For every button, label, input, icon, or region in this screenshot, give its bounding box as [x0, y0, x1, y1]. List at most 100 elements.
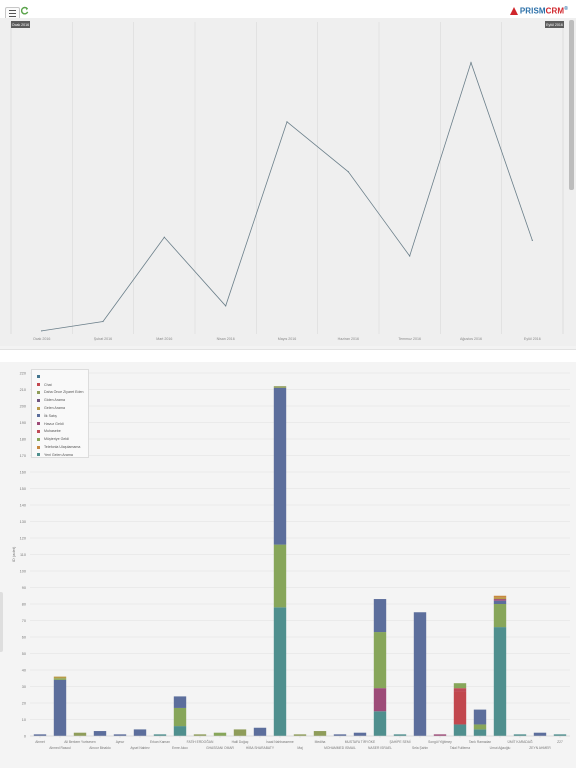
x-tick-label: Tarık Ramadan	[469, 740, 492, 744]
refresh-icon[interactable]	[20, 6, 29, 15]
x-tick-label: Ağustos 2016	[460, 337, 482, 341]
bar-segment	[493, 597, 507, 600]
legend-item[interactable]: Telefonla Ulaşılamama	[32, 443, 88, 451]
brand-suffix: CRM	[545, 6, 565, 16]
x-tick-label: Ali Berkem Yurtseven	[64, 740, 96, 744]
bar-segment	[273, 386, 287, 388]
bar-segment	[173, 707, 187, 727]
range-end-label: Eylül 2016	[545, 21, 564, 28]
y-tick-label: 210	[20, 388, 26, 392]
y-tick-label: 190	[20, 421, 26, 425]
bar-segment	[293, 734, 307, 736]
bar-segment	[413, 612, 427, 736]
bar-segment	[473, 724, 487, 730]
bar-segment	[533, 732, 547, 736]
x-tick-label: Emre Akıcı	[172, 746, 188, 750]
y-tick-label: 170	[20, 454, 26, 458]
chart-legend: Chat Daha Önce Ziyaret Eden Giden Arama Gel…	[31, 369, 89, 458]
bar-segment	[433, 734, 447, 736]
legend-item[interactable]: İlk Satış	[32, 412, 88, 420]
line-series	[41, 61, 533, 332]
x-tick-label: Haziran 2016	[338, 337, 359, 341]
bar-chart-panel: 0 10 20 30 40 50 60 70 80 90 100 110 120 130 140 150 160…	[0, 362, 576, 768]
line-point	[102, 320, 104, 323]
bar-segment	[553, 734, 567, 736]
brand-mark: ®	[564, 6, 568, 13]
legend-item[interactable]	[32, 373, 88, 381]
legend-label: Müşteriye Geldi	[44, 437, 69, 442]
legend-item[interactable]: Daha Önce Ziyaret Eden	[32, 389, 88, 397]
legend-swatch	[37, 437, 40, 441]
x-tick-label: ŞAHİPE SEMİ	[389, 739, 410, 744]
y-tick-label: 140	[20, 503, 26, 507]
x-tick-label: MOHAMMED ISMAIL	[324, 746, 356, 750]
x-tick-label: Aynur	[116, 740, 125, 744]
legend-label: Yeni Gelen Arama	[44, 452, 73, 457]
bar-segment	[353, 732, 367, 736]
legend-item[interactable]: Yeni Gelen Arama	[32, 451, 88, 459]
y-tick-label: 0	[24, 734, 26, 738]
x-tick-label: ZEYN AHMER	[529, 746, 551, 750]
bar-segment	[493, 599, 507, 601]
legend-item[interactable]: Giden Arama	[32, 396, 88, 404]
y-tick-label: 40	[22, 668, 26, 672]
logo-mark-icon	[509, 7, 518, 15]
x-tick-label: Temmuz 2016	[398, 337, 421, 341]
bar-segment	[373, 599, 387, 633]
bar-segment	[493, 600, 507, 604]
y-tick-label: 150	[20, 487, 26, 491]
x-tick-label: MUSTAFA TİRYÖKE	[345, 739, 376, 744]
y-tick-label: 50	[22, 652, 26, 656]
bar-segment	[333, 734, 347, 736]
y-tick-label: 30	[22, 685, 26, 689]
x-tick-label: Sela Şahin	[412, 746, 428, 750]
y-tick-label: 200	[20, 404, 26, 408]
x-tick-label: Mayıs 2016	[278, 337, 297, 341]
line-point	[286, 121, 288, 123]
legend-label: Havuz Geldi	[44, 421, 64, 426]
y-tick-label: 180	[20, 437, 26, 441]
x-tick-label: Alnoor Binaldo	[89, 746, 111, 750]
x-tick-label: Ahmed Rasoul	[49, 746, 71, 750]
x-tick-label: FATİH ERDOĞAN	[187, 739, 214, 744]
range-start-label-bg	[11, 21, 30, 28]
legend-item[interactable]: Muhasebe	[32, 428, 88, 436]
x-tick-label: Talal Fulllema	[450, 746, 470, 750]
legend-swatch	[37, 422, 40, 426]
range-end-label-text: Eylül 2016	[546, 23, 563, 27]
side-tab[interactable]	[0, 592, 3, 652]
bar-segment	[193, 734, 207, 736]
legend-swatch	[37, 445, 40, 449]
scrollbar[interactable]	[569, 20, 574, 190]
y-tick-label: 160	[20, 470, 26, 474]
legend-swatch	[37, 414, 40, 418]
legend-item[interactable]: Müşteriye Geldi	[32, 435, 88, 443]
x-tick-label: Z27	[557, 740, 563, 744]
legend-item[interactable]: Chat	[32, 381, 88, 389]
bar-segment	[73, 732, 87, 736]
bar-segment	[373, 632, 387, 689]
x-tick-label: Songül Yiğitmey	[428, 740, 452, 744]
x-tick-label: Mart 2016	[156, 337, 172, 341]
bar-segment	[153, 734, 167, 736]
line-chart: Ocak 2016 Şubat 2016 Mart 2016 Nisan 2016 Ma…	[10, 21, 564, 341]
bar-segment	[393, 734, 407, 736]
bar-segment	[453, 683, 467, 689]
line-point	[347, 171, 349, 173]
bar-segment	[453, 691, 467, 725]
bar-segment	[453, 724, 467, 736]
bar-segment	[453, 688, 467, 692]
bar-segment	[273, 544, 287, 608]
x-tick-label: Erkan Kaman	[150, 740, 170, 744]
y-tick-label: 130	[20, 520, 26, 524]
x-tick-label: Ocak 2016	[33, 337, 50, 341]
bar-segment	[53, 678, 67, 680]
prismcrm-logo[interactable]: PRISMCRM®	[509, 5, 568, 17]
y-tick-label: 110	[20, 553, 26, 557]
bar-segment	[113, 734, 127, 736]
legend-item[interactable]: Gelen Arama	[32, 404, 88, 412]
bar-segment	[273, 387, 287, 545]
legend-item[interactable]: Havuz Geldi	[32, 420, 88, 428]
line-point	[531, 239, 533, 241]
y-tick-label: 10	[22, 718, 26, 722]
